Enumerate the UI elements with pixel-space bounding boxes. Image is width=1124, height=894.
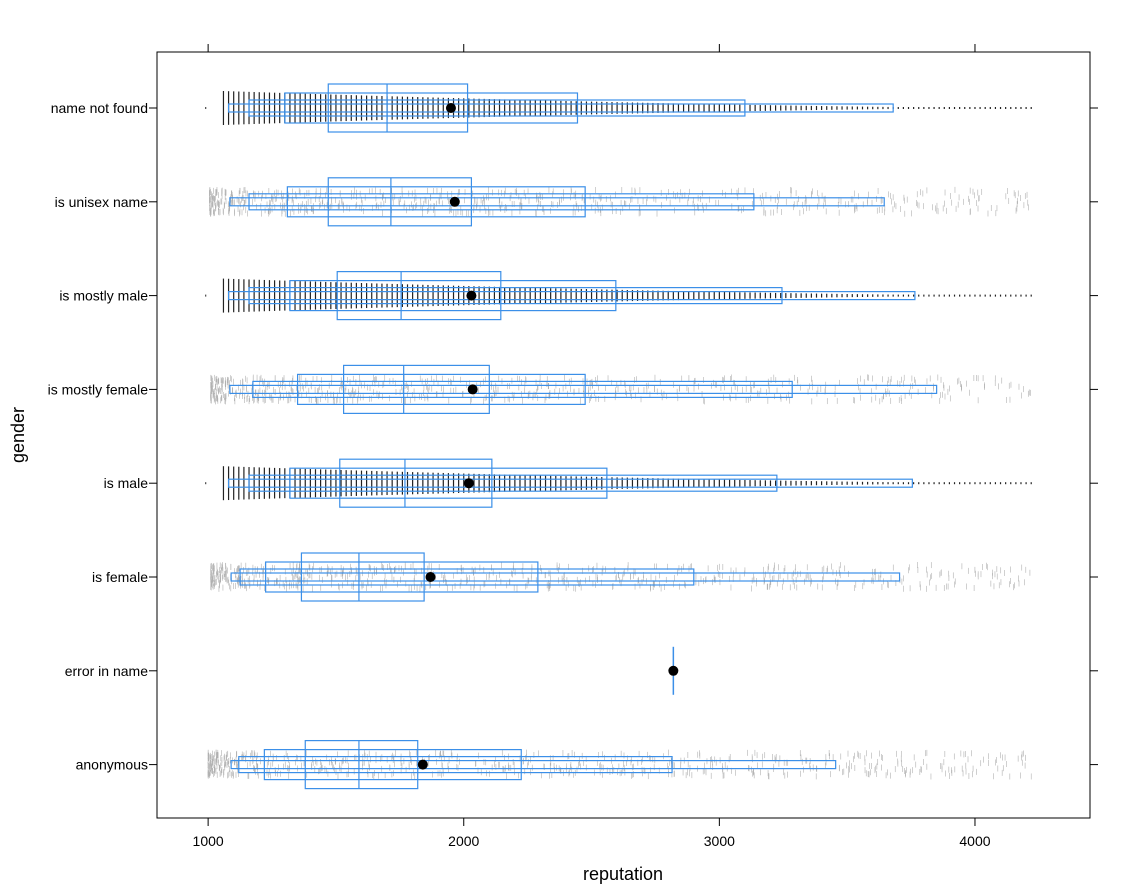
- x-axis-title: reputation: [583, 864, 663, 884]
- letter-value-box: [327, 177, 473, 227]
- mean-point: [466, 290, 477, 301]
- jitter-points: [210, 374, 1031, 405]
- mean-layer: [417, 103, 679, 770]
- y-category-label: is female: [92, 569, 148, 585]
- mean-point: [668, 665, 679, 676]
- mean-point: [425, 572, 436, 582]
- letter-value-box: [289, 467, 608, 499]
- mean-point: [467, 384, 478, 395]
- letter-value-box: [304, 739, 419, 790]
- letter-value-box: [339, 458, 493, 508]
- y-category-label: error in name: [65, 663, 148, 679]
- x-tick-label: 3000: [704, 833, 735, 849]
- x-tick-label: 1000: [193, 833, 224, 849]
- letter-value-box: [227, 103, 894, 113]
- mean-point: [449, 196, 460, 207]
- jitter-points: [205, 278, 1032, 313]
- y-category-label: name not found: [51, 100, 148, 116]
- letter-value-box: [296, 373, 586, 405]
- jitter-points: [205, 466, 1032, 501]
- letter-value-box: [300, 552, 425, 602]
- letter-value-box: [327, 83, 469, 133]
- letter-value-box: [248, 474, 778, 492]
- letter-value-box: [229, 197, 885, 207]
- jitter-points: [207, 749, 1032, 780]
- letter-value-box: [239, 568, 695, 586]
- mean-point: [463, 478, 474, 489]
- letter-value-box: [336, 271, 502, 321]
- letter-value-box: [227, 478, 913, 488]
- plot-panel: [156, 51, 1091, 819]
- letter-value-box: [289, 280, 617, 312]
- letter-value-box: [238, 755, 673, 774]
- letter-value-box: [265, 561, 539, 593]
- letter-value-box: [284, 92, 579, 124]
- mean-point: [445, 103, 456, 113]
- y-category-label: anonymous: [76, 757, 148, 773]
- y-axis-title: gender: [8, 407, 28, 463]
- y-category-label: is male: [104, 475, 149, 491]
- jitter-layer: [205, 91, 1032, 780]
- jitter-points: [210, 562, 1031, 592]
- x-tick-label: 2000: [448, 833, 479, 849]
- letter-value-box: [248, 287, 783, 305]
- y-category-label: is mostly male: [59, 288, 148, 304]
- letter-value-box: [229, 384, 938, 394]
- x-tick-label: 4000: [959, 833, 990, 849]
- letter-value-box: [286, 186, 586, 218]
- letter-value-box: [230, 572, 901, 582]
- letter-value-box: [343, 364, 490, 414]
- axis-layer: 1000 2000 3000 4000 anonymous error in name is…: [48, 44, 1098, 849]
- letter-value-box: [227, 291, 916, 301]
- jitter-points: [209, 186, 1029, 217]
- letter-value-box: [248, 193, 755, 211]
- box-layer: [227, 83, 938, 790]
- y-category-label: is unisex name: [55, 194, 149, 210]
- letter-value-box: [252, 380, 793, 398]
- letter-value-box: [230, 759, 837, 770]
- mean-point: [417, 759, 428, 770]
- letter-value-box: [248, 99, 746, 117]
- letter-value-box: [263, 748, 522, 781]
- jitter-points: [205, 91, 1032, 125]
- y-category-label: is mostly female: [48, 381, 149, 397]
